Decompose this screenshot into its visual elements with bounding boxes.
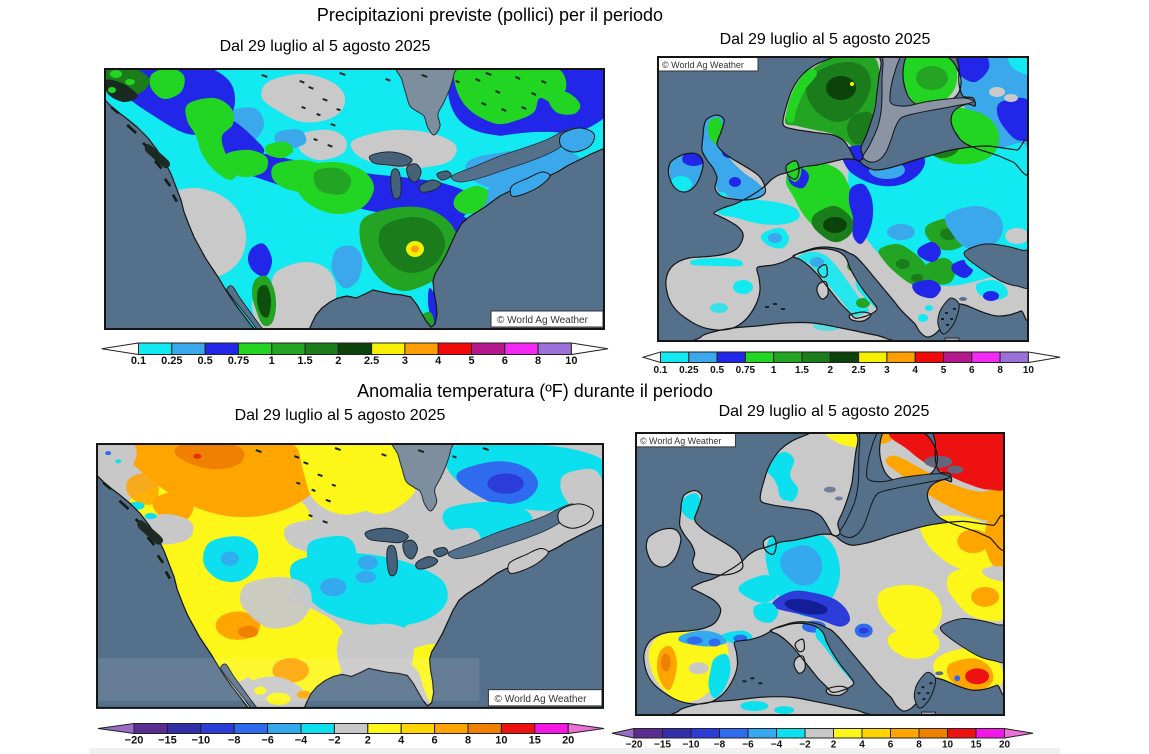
svg-text:0.75: 0.75 — [736, 365, 756, 376]
svg-text:20: 20 — [562, 735, 574, 747]
svg-text:8: 8 — [997, 365, 1003, 376]
svg-text:−10: −10 — [683, 740, 700, 751]
svg-text:4: 4 — [435, 355, 442, 367]
svg-text:−4: −4 — [771, 740, 783, 751]
svg-text:15: 15 — [529, 735, 541, 747]
svg-text:8: 8 — [535, 355, 541, 367]
svg-text:2: 2 — [831, 740, 837, 751]
svg-text:6: 6 — [888, 740, 894, 751]
svg-text:2: 2 — [828, 365, 834, 376]
svg-text:10: 10 — [942, 740, 954, 751]
svg-text:−20: −20 — [626, 740, 643, 751]
svg-text:0.25: 0.25 — [161, 355, 182, 367]
svg-text:10: 10 — [1023, 365, 1035, 376]
svg-text:−10: −10 — [191, 735, 210, 747]
svg-text:−8: −8 — [714, 740, 726, 751]
svg-text:10: 10 — [495, 735, 507, 747]
svg-text:1.5: 1.5 — [795, 365, 809, 376]
svg-text:0.1: 0.1 — [654, 365, 668, 376]
svg-text:4: 4 — [912, 365, 918, 376]
svg-text:6: 6 — [432, 735, 438, 747]
svg-text:6: 6 — [969, 365, 975, 376]
svg-text:0.5: 0.5 — [197, 355, 212, 367]
svg-text:2: 2 — [365, 735, 371, 747]
svg-text:−4: −4 — [295, 735, 308, 747]
svg-text:10: 10 — [565, 355, 577, 367]
svg-text:−6: −6 — [261, 735, 274, 747]
svg-text:−6: −6 — [742, 740, 754, 751]
svg-text:5: 5 — [468, 355, 474, 367]
svg-text:© World Ag Weather: © World Ag Weather — [495, 694, 588, 705]
svg-text:© World Ag Weather: © World Ag Weather — [497, 315, 589, 326]
svg-text:2.5: 2.5 — [364, 355, 379, 367]
svg-text:−8: −8 — [228, 735, 241, 747]
svg-text:2.5: 2.5 — [852, 365, 866, 376]
svg-text:8: 8 — [916, 740, 922, 751]
svg-text:3: 3 — [884, 365, 890, 376]
svg-text:−20: −20 — [125, 735, 144, 747]
svg-text:5: 5 — [941, 365, 947, 376]
svg-text:© World Ag Weather: © World Ag Weather — [640, 436, 721, 446]
svg-text:−15: −15 — [158, 735, 177, 747]
svg-text:4: 4 — [398, 735, 405, 747]
svg-text:1: 1 — [269, 355, 275, 367]
svg-text:© World Ag Weather: © World Ag Weather — [662, 60, 744, 70]
svg-text:2: 2 — [335, 355, 341, 367]
svg-text:8: 8 — [465, 735, 471, 747]
svg-text:4: 4 — [859, 740, 865, 751]
svg-text:−2: −2 — [328, 735, 341, 747]
svg-text:0.75: 0.75 — [228, 355, 249, 367]
svg-text:0.1: 0.1 — [131, 355, 146, 367]
svg-text:−2: −2 — [799, 740, 811, 751]
svg-text:3: 3 — [402, 355, 408, 367]
svg-text:15: 15 — [970, 740, 982, 751]
svg-text:1: 1 — [771, 365, 777, 376]
svg-text:20: 20 — [999, 740, 1011, 751]
svg-text:0.5: 0.5 — [710, 365, 724, 376]
svg-text:−15: −15 — [654, 740, 671, 751]
svg-text:6: 6 — [502, 355, 508, 367]
svg-text:1.5: 1.5 — [297, 355, 312, 367]
svg-text:0.25: 0.25 — [679, 365, 699, 376]
